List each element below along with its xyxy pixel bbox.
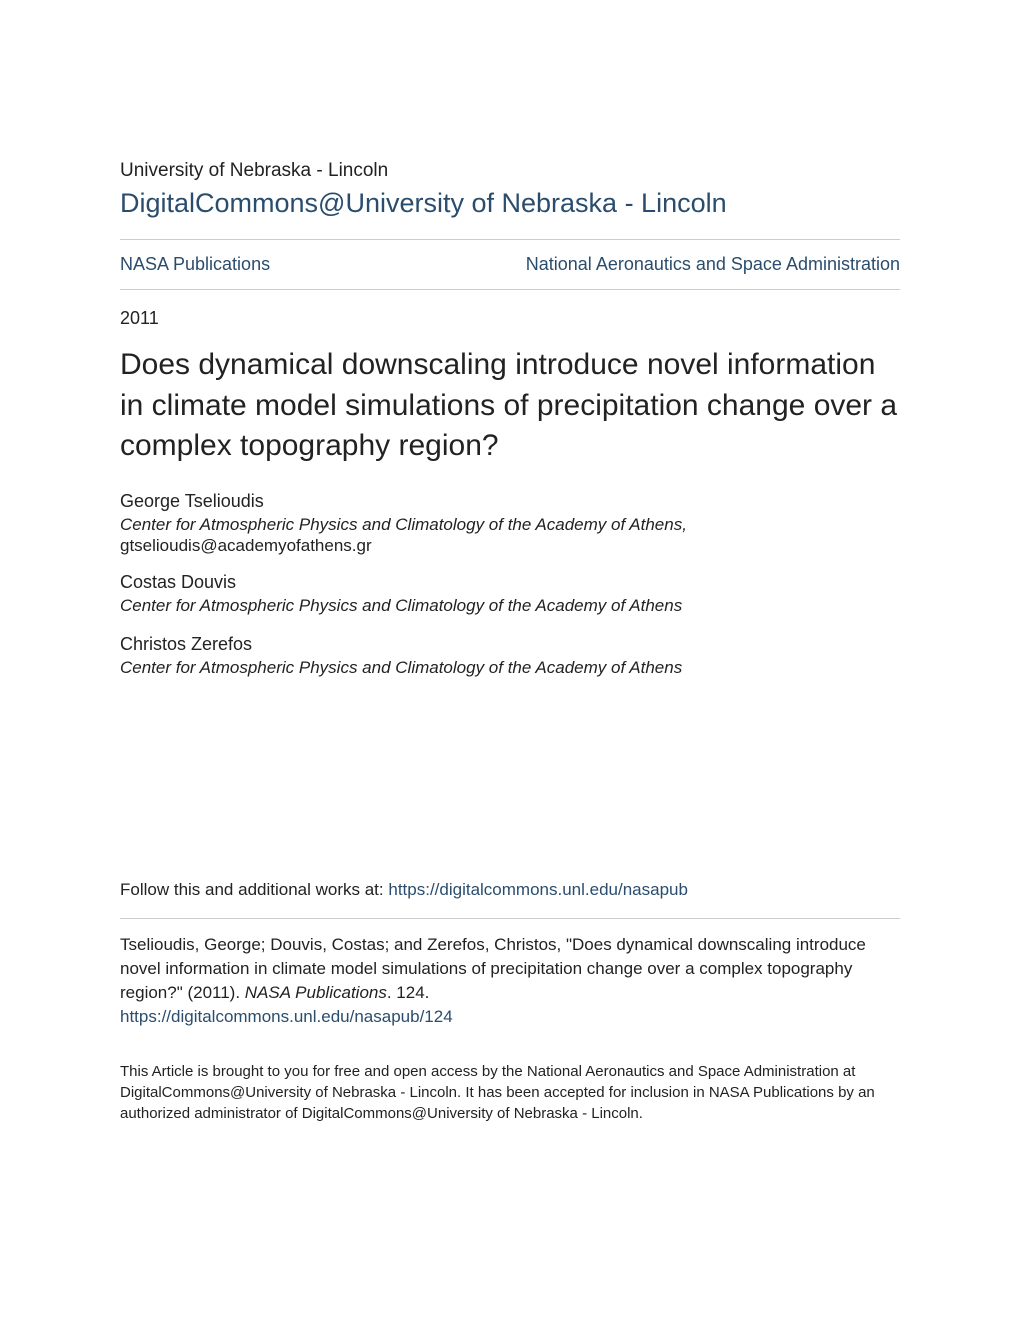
permalink: https://digitalcommons.unl.edu/nasapub/1… bbox=[120, 1007, 900, 1027]
citation-suffix: . 124. bbox=[387, 983, 430, 1002]
affiliation-separator: , bbox=[682, 515, 687, 534]
citation-text: Tselioudis, George; Douvis, Costas; and … bbox=[120, 933, 900, 1004]
publication-year: 2011 bbox=[120, 308, 900, 329]
author-name: George Tselioudis bbox=[120, 491, 900, 512]
author-affiliation: Center for Atmospheric Physics and Clima… bbox=[120, 657, 900, 680]
author-block: Christos Zerefos Center for Atmospheric … bbox=[120, 634, 900, 680]
author-name: Christos Zerefos bbox=[120, 634, 900, 655]
breadcrumb: NASA Publications National Aeronautics a… bbox=[120, 254, 900, 275]
author-block: Costas Douvis Center for Atmospheric Phy… bbox=[120, 572, 900, 618]
author-affiliation: Center for Atmospheric Physics and Clima… bbox=[120, 515, 682, 534]
follow-link[interactable]: https://digitalcommons.unl.edu/nasapub bbox=[388, 880, 688, 899]
citation-series: NASA Publications bbox=[245, 983, 387, 1002]
citation-body: Tselioudis, George; Douvis, Costas; and … bbox=[120, 935, 866, 1002]
author-affiliation: Center for Atmospheric Physics and Clima… bbox=[120, 595, 900, 618]
divider-citation bbox=[120, 918, 900, 919]
follow-works: Follow this and additional works at: htt… bbox=[120, 880, 900, 900]
author-block: George Tselioudis Center for Atmospheric… bbox=[120, 491, 900, 557]
collection-link-left[interactable]: NASA Publications bbox=[120, 254, 270, 275]
author-email: gtselioudis@academyofathens.gr bbox=[120, 536, 900, 556]
disclaimer-text: This Article is brought to you for free … bbox=[120, 1061, 900, 1124]
follow-prefix: Follow this and additional works at: bbox=[120, 880, 388, 899]
permalink-link[interactable]: https://digitalcommons.unl.edu/nasapub/1… bbox=[120, 1007, 453, 1026]
collection-link-right[interactable]: National Aeronautics and Space Administr… bbox=[526, 254, 900, 275]
divider-bottom bbox=[120, 289, 900, 290]
site-title-link[interactable]: DigitalCommons@University of Nebraska - … bbox=[120, 188, 900, 219]
institution-name: University of Nebraska - Lincoln bbox=[120, 160, 900, 182]
paper-title: Does dynamical downscaling introduce nov… bbox=[120, 345, 900, 467]
divider-top bbox=[120, 239, 900, 240]
author-name: Costas Douvis bbox=[120, 572, 900, 593]
